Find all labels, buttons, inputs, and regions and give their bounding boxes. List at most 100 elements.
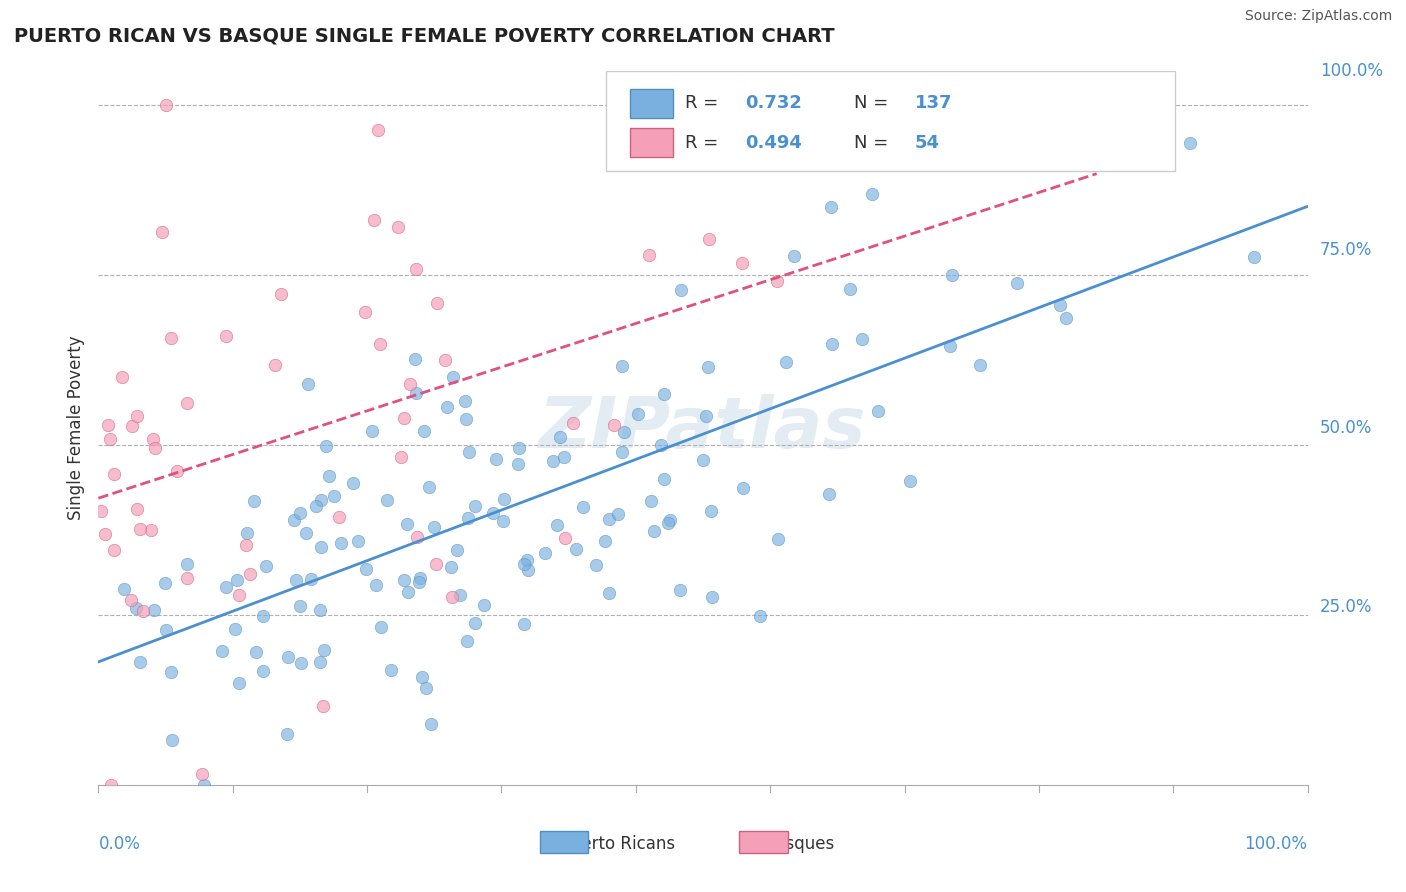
Point	[389, 450, 412, 464]
Point	[482, 506, 505, 520]
Point	[652, 473, 675, 487]
Point	[125, 601, 148, 615]
Point	[546, 517, 568, 532]
Point	[125, 502, 148, 516]
Point	[318, 468, 340, 483]
Point	[252, 608, 274, 623]
Point	[143, 603, 166, 617]
Point	[297, 377, 319, 392]
Point	[308, 603, 330, 617]
Point	[650, 438, 672, 452]
Point	[411, 670, 433, 684]
Point	[315, 439, 337, 453]
Point	[866, 404, 889, 418]
Point	[457, 511, 479, 525]
Point	[342, 476, 364, 491]
Point	[254, 558, 277, 573]
Point	[236, 526, 259, 541]
Point	[1243, 250, 1265, 264]
Point	[387, 219, 409, 234]
Point	[367, 123, 389, 137]
Point	[127, 409, 149, 423]
Text: 0.732: 0.732	[745, 95, 803, 112]
Point	[311, 493, 333, 508]
Text: N =: N =	[855, 95, 894, 112]
Point	[228, 675, 250, 690]
Y-axis label: Single Female Poverty: Single Female Poverty	[66, 336, 84, 520]
Point	[239, 567, 262, 582]
Point	[534, 546, 557, 560]
Point	[652, 386, 675, 401]
Point	[994, 128, 1017, 143]
Point	[598, 512, 620, 526]
Point	[103, 467, 125, 481]
Point	[939, 339, 962, 353]
Point	[309, 540, 332, 554]
Point	[193, 778, 215, 792]
Point	[346, 534, 368, 549]
Point	[132, 604, 155, 618]
Point	[553, 450, 575, 465]
Point	[160, 331, 183, 345]
Point	[464, 499, 486, 513]
Point	[697, 232, 720, 246]
Point	[176, 396, 198, 410]
Point	[700, 504, 723, 518]
Point	[572, 500, 595, 515]
Point	[370, 620, 392, 634]
Point	[153, 575, 176, 590]
Point	[143, 442, 166, 456]
Point	[228, 588, 250, 602]
Point	[412, 424, 434, 438]
Point	[166, 464, 188, 478]
Point	[396, 584, 419, 599]
Text: 50.0%: 50.0%	[1320, 419, 1372, 437]
Point	[329, 536, 352, 550]
Point	[449, 588, 471, 602]
Point	[598, 586, 620, 600]
Point	[94, 526, 117, 541]
Point	[492, 492, 515, 507]
Point	[418, 479, 440, 493]
Point	[368, 337, 391, 351]
Point	[394, 574, 416, 588]
Point	[139, 523, 162, 537]
Point	[245, 645, 267, 659]
Point	[669, 582, 692, 597]
Point	[513, 616, 536, 631]
Point	[454, 394, 477, 409]
Point	[225, 574, 247, 588]
Point	[176, 571, 198, 585]
Point	[277, 649, 299, 664]
Point	[458, 444, 481, 458]
Point	[408, 571, 430, 585]
Point	[322, 489, 344, 503]
Point	[898, 474, 921, 488]
Point	[215, 580, 238, 594]
Point	[1005, 276, 1028, 290]
Point	[100, 778, 122, 792]
Point	[516, 553, 538, 567]
Text: 0.494: 0.494	[745, 134, 803, 152]
Point	[517, 563, 540, 577]
Point	[264, 358, 287, 372]
Point	[434, 352, 457, 367]
Text: PUERTO RICAN VS BASQUE SINGLE FEMALE POVERTY CORRELATION CHART: PUERTO RICAN VS BASQUE SINGLE FEMALE POV…	[14, 27, 835, 45]
Point	[129, 522, 152, 536]
Point	[305, 499, 328, 513]
Text: N =: N =	[855, 134, 894, 152]
Point	[838, 282, 860, 296]
Point	[860, 186, 883, 201]
Point	[565, 542, 588, 557]
Point	[399, 377, 422, 392]
Point	[766, 532, 789, 546]
Point	[299, 572, 322, 586]
Point	[441, 590, 464, 604]
Point	[612, 359, 634, 373]
Point	[142, 432, 165, 446]
Point	[541, 454, 564, 468]
Point	[111, 369, 134, 384]
Point	[150, 225, 173, 239]
Point	[120, 593, 142, 607]
Point	[969, 358, 991, 372]
